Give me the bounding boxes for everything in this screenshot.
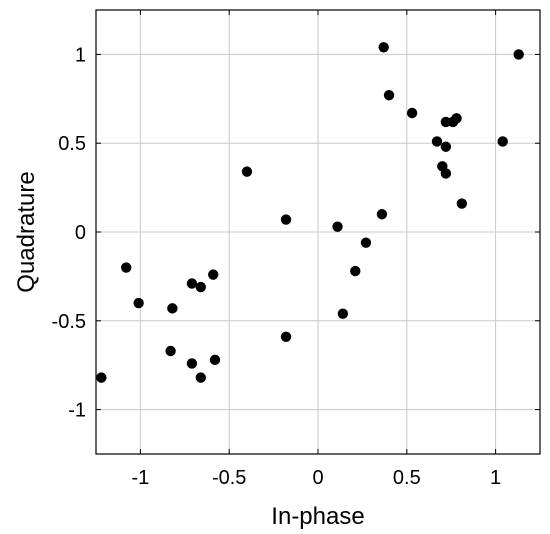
data-point xyxy=(165,345,176,357)
data-point xyxy=(186,278,198,289)
data-point xyxy=(456,198,468,209)
plot-frame xyxy=(95,9,541,455)
data-point xyxy=(195,372,206,383)
data-point xyxy=(195,281,206,293)
data-point xyxy=(440,168,452,179)
data-point xyxy=(350,265,361,277)
data-point xyxy=(167,303,178,314)
data-point xyxy=(431,136,443,147)
x-tick-label: -0.5 xyxy=(212,467,246,489)
data-point xyxy=(96,372,107,383)
y-tick-label: -0.5 xyxy=(52,311,86,333)
data-point xyxy=(440,141,452,152)
data-point xyxy=(513,49,524,60)
data-point xyxy=(280,331,292,342)
data-point xyxy=(360,237,372,248)
x-tick-label: 0 xyxy=(312,467,323,489)
data-point xyxy=(280,214,292,225)
ticks xyxy=(96,10,540,454)
y-tick-labels: 1 0.5 0 -0.5 -1 xyxy=(52,44,86,421)
data-point xyxy=(376,209,388,220)
data-point xyxy=(120,262,132,273)
data-points xyxy=(96,42,524,383)
data-point xyxy=(332,221,343,232)
data-point xyxy=(383,90,395,101)
data-point xyxy=(378,42,389,53)
x-tick-label: -1 xyxy=(132,467,150,489)
x-tick-labels: -1 -0.5 0 0.5 1 xyxy=(132,467,502,489)
y-tick-label: -1 xyxy=(68,400,86,422)
data-point xyxy=(497,136,508,147)
y-tick-label: 0 xyxy=(75,222,86,244)
y-tick-label: 1 xyxy=(75,44,86,66)
data-point xyxy=(133,297,144,309)
data-point xyxy=(451,113,462,124)
data-point xyxy=(440,116,452,128)
grid xyxy=(96,10,540,454)
data-point xyxy=(208,269,219,280)
x-tick-label: 0.5 xyxy=(393,467,421,489)
x-tick-label: 1 xyxy=(490,467,501,489)
y-tick-label: 0.5 xyxy=(58,133,86,155)
x-axis-title: In-phase xyxy=(271,503,364,530)
data-point xyxy=(337,308,349,319)
y-axis-title: Quadrature xyxy=(13,171,40,292)
data-point xyxy=(241,166,253,177)
data-point xyxy=(406,107,418,119)
data-point xyxy=(186,358,198,369)
data-point xyxy=(209,354,221,366)
